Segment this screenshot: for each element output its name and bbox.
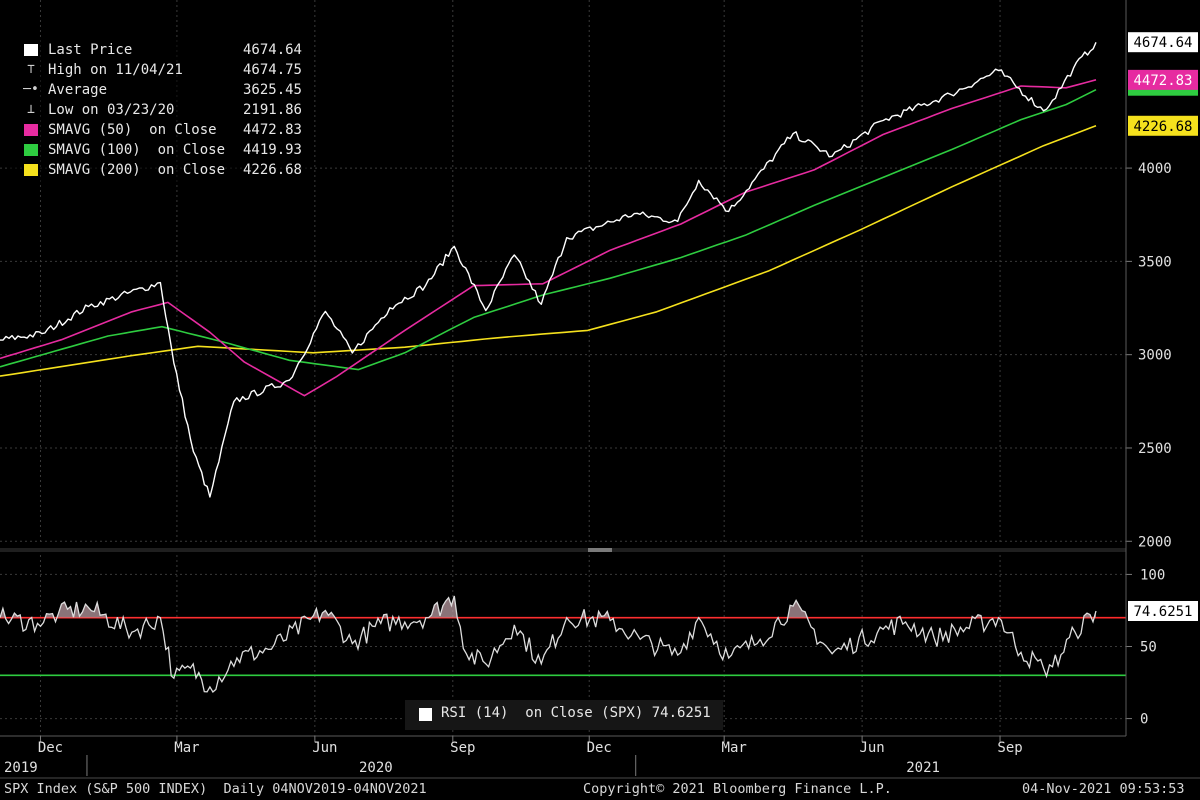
price-y-tick-label: 3500 xyxy=(1138,254,1172,270)
rsi-value-tag-text: 74.6251 xyxy=(1133,604,1192,620)
white-square-icon xyxy=(24,44,38,56)
sma100-price-tag-stub xyxy=(1128,85,1198,96)
series-rsi xyxy=(0,595,1097,694)
rsi-legend: RSI (14) on Close (SPX) 74.6251 xyxy=(405,700,723,730)
legend-row-low: ⊥ Low on 03/23/20 2191.86 xyxy=(8,100,310,120)
legend-row-last-price: Last Price 4674.64 xyxy=(8,40,310,60)
legend-label: SMAVG (100) on Close xyxy=(48,142,226,158)
legend-row-average: ─• Average 3625.45 xyxy=(8,80,310,100)
series-last-price xyxy=(0,42,1097,498)
white-square-icon xyxy=(419,708,432,721)
rsi-y-tick-label: 100 xyxy=(1140,567,1165,583)
x-month-label: Sep xyxy=(450,740,475,756)
x-year-label: 2021 xyxy=(906,760,940,776)
series-sma50 xyxy=(0,79,1097,397)
series-sma100 xyxy=(0,88,1097,371)
sma50-price-tag xyxy=(1128,69,1198,90)
x-year-label: 2020 xyxy=(359,760,393,776)
legend-value: 4674.64 xyxy=(242,42,302,58)
x-month-label: Sep xyxy=(997,740,1022,756)
price-panel: 2000 2500 3000 3500 4000 4674.64 4472.83 4226.… xyxy=(0,0,1198,550)
x-month-label: Jun xyxy=(859,740,884,756)
rsi-legend-label: RSI (14) on Close (SPX) 74.6251 xyxy=(441,705,711,721)
footer-security: SPX Index (S&P 500 INDEX) Daily 04NOV201… xyxy=(4,781,427,797)
price-y-tick-label: 2500 xyxy=(1138,441,1172,457)
legend-value: 4419.93 xyxy=(242,142,302,158)
rsi-y-tick-label: 50 xyxy=(1140,640,1157,656)
sma200-price-tag-text: 4226.68 xyxy=(1133,119,1192,135)
x-year-label: 2019 xyxy=(4,760,38,776)
x-month-label: Jun xyxy=(312,740,337,756)
price-y-tick-label: 2000 xyxy=(1138,534,1172,550)
high-tick-icon: ⊤ xyxy=(27,62,35,77)
legend-value: 4674.75 xyxy=(242,62,302,78)
legend-label: Average xyxy=(48,82,108,98)
legend-value: 4472.83 xyxy=(242,122,302,138)
price-y-tick-label: 4000 xyxy=(1138,161,1172,177)
magenta-square-icon xyxy=(24,124,38,136)
footer-timestamp: 04-Nov-2021 09:53:53 xyxy=(1022,781,1185,797)
legend-label: SMAVG (200) on Close xyxy=(48,162,226,178)
legend-row-high: ⊤ High on 11/04/21 4674.75 xyxy=(8,60,310,80)
legend-row-sma100: SMAVG (100) on Close 4419.93 xyxy=(8,140,310,160)
last-price-tag xyxy=(1128,32,1198,53)
rsi-value-tag xyxy=(1128,600,1198,621)
x-month-label: Mar xyxy=(722,740,747,756)
green-square-icon xyxy=(24,144,38,156)
legend-value: 4226.68 xyxy=(242,162,302,178)
legend-label: High on 11/04/21 xyxy=(48,62,183,78)
chart-legend: Last Price 4674.64 ⊤ High on 11/04/21 46… xyxy=(8,38,310,184)
sma50-price-tag-text: 4472.83 xyxy=(1133,73,1192,89)
rsi-panel: 0 50 100 74.6251 xyxy=(0,555,1198,736)
legend-row-sma50: SMAVG (50) on Close 4472.83 xyxy=(8,120,310,140)
footer-copyright: Copyright© 2021 Bloomberg Finance L.P. xyxy=(583,781,892,797)
last-price-tag-text: 4674.64 xyxy=(1133,35,1192,51)
sma200-price-tag xyxy=(1128,115,1198,136)
legend-value: 3625.45 xyxy=(242,82,302,98)
x-axis: Dec Mar Jun Sep Dec Mar Jun Sep 2019 2020 2021 xyxy=(4,736,1023,776)
x-month-label: Dec xyxy=(38,740,63,756)
low-tick-icon: ⊥ xyxy=(27,102,35,117)
x-month-label: Dec xyxy=(587,740,612,756)
price-y-tick-label: 3000 xyxy=(1138,348,1172,364)
legend-label: SMAVG (50) on Close xyxy=(48,122,217,138)
average-dash-icon: ─• xyxy=(23,82,39,97)
legend-label: Low on 03/23/20 xyxy=(48,102,175,118)
yellow-square-icon xyxy=(24,164,38,176)
legend-value: 2191.86 xyxy=(242,102,302,118)
legend-label: Last Price xyxy=(48,42,133,58)
panel-divider[interactable] xyxy=(0,548,1126,552)
rsi-y-tick-label: 0 xyxy=(1140,712,1148,728)
panel-divider-grip[interactable] xyxy=(588,548,612,552)
series-sma200 xyxy=(0,124,1097,377)
legend-row-sma200: SMAVG (200) on Close 4226.68 xyxy=(8,160,310,180)
x-month-label: Mar xyxy=(174,740,199,756)
